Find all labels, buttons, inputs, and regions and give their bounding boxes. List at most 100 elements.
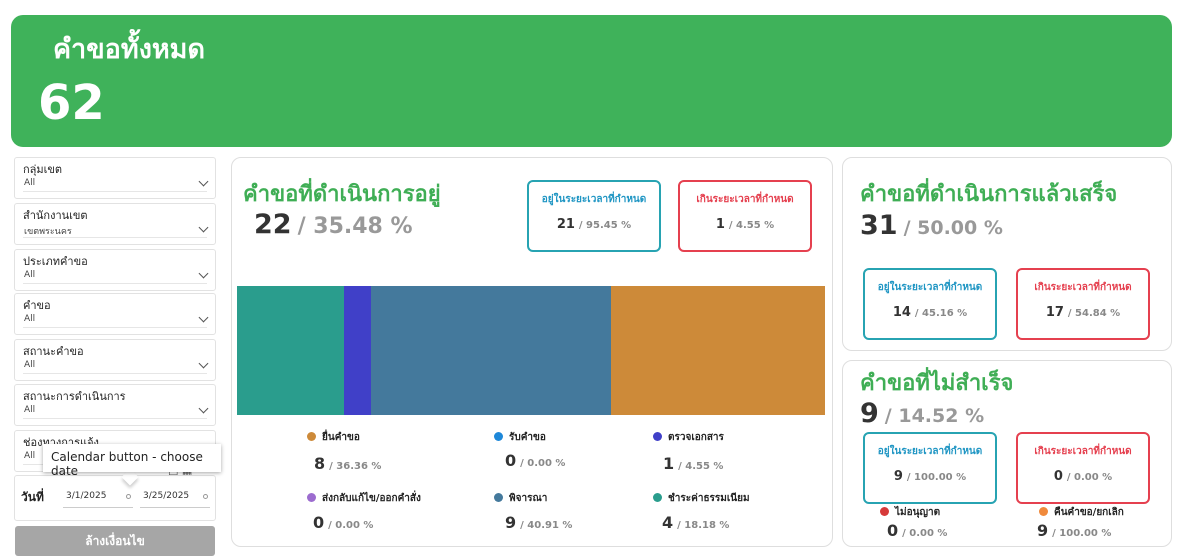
legend-count: 9 — [505, 513, 517, 532]
filter-value: All — [24, 178, 36, 188]
legend-dot — [1039, 507, 1048, 516]
status-label: อยู่ในระยะเวลาที่กำหนด — [541, 194, 647, 205]
legend-value: 1/ 4.55 % — [663, 454, 723, 473]
status-count: 9 — [893, 469, 903, 484]
legend-dot — [880, 507, 889, 516]
legend-count: 8 — [314, 454, 326, 473]
legend-pct: / 0.00 % — [902, 528, 948, 539]
chevron-down-icon[interactable] — [198, 403, 209, 414]
count-value: 22 — [254, 209, 292, 240]
legend-item: ส่งกลับแก้ไข/ออกคำสั่ง — [307, 491, 421, 506]
legend-label: ชำระค่าธรรมเนียม — [668, 493, 750, 504]
legend-dot — [494, 432, 503, 441]
legend-pct: / 4.55 % — [678, 461, 724, 472]
filter-underline — [23, 418, 207, 419]
in-progress-on-time[interactable]: อยู่ในระยะเวลาที่กำหนด 21/ 95.45 % — [527, 180, 661, 252]
legend-count: 0 — [313, 513, 325, 532]
bar-segment[interactable] — [611, 286, 825, 415]
filter-zone-group[interactable]: กลุ่มเขต All — [14, 157, 216, 199]
failed-title: คำขอที่ไม่สำเร็จ — [860, 371, 1014, 396]
filter-label: กลุ่มเขต — [23, 163, 63, 176]
chevron-down-icon[interactable] — [198, 358, 209, 369]
date-range-filter: วันที่ 3/1/2025 3/25/2025 — [14, 475, 216, 521]
calendar-icon[interactable] — [126, 494, 131, 499]
legend-dot — [307, 432, 316, 441]
start-date-input[interactable]: 3/1/2025 — [63, 488, 133, 508]
chevron-down-icon[interactable] — [198, 176, 209, 187]
total-requests-banner: คำขอทั้งหมด 62 — [11, 15, 1172, 147]
calendar-icon[interactable] — [203, 494, 208, 499]
end-date-input[interactable]: 3/25/2025 — [140, 488, 210, 508]
legend-value: 4/ 18.18 % — [662, 513, 729, 532]
start-date-value: 3/1/2025 — [66, 491, 107, 501]
legend-dot — [653, 432, 662, 441]
status-label: เกินระยะเวลาที่กำหนด — [696, 194, 794, 205]
bar-segment[interactable] — [343, 286, 371, 415]
status-count: 14 — [892, 305, 911, 320]
filter-underline — [23, 283, 207, 284]
completed-on-time[interactable]: อยู่ในระยะเวลาที่กำหนด 14/ 45.16 % — [863, 268, 997, 340]
status-pct: / 100.00 % — [906, 472, 967, 483]
count-value: 9 — [860, 398, 879, 429]
failed-count: 9/ 14.52 % — [860, 398, 984, 429]
status-count: 1 — [715, 217, 725, 232]
completed-count: 31/ 50.00 % — [860, 210, 1003, 241]
chevron-down-icon[interactable] — [198, 222, 209, 233]
failed-overdue[interactable]: เกินระยะเวลาที่กำหนด 0/ 0.00 % — [1016, 432, 1150, 504]
status-count: 17 — [1045, 305, 1064, 320]
bar-segment[interactable] — [370, 286, 612, 415]
process-stage-bar-chart — [237, 286, 825, 415]
legend-value: 0/ 0.00 % — [313, 513, 373, 532]
legend-count: 4 — [662, 513, 674, 532]
legend-value: 9/ 100.00 % — [1037, 521, 1111, 540]
count-pct: / 35.48 % — [297, 214, 413, 239]
filter-label: คำขอ — [23, 299, 51, 312]
legend-pct: / 18.18 % — [677, 520, 730, 531]
filter-underline — [23, 373, 207, 374]
in-progress-overdue[interactable]: เกินระยะเวลาที่กำหนด 1/ 4.55 % — [678, 180, 812, 252]
status-pct: / 95.45 % — [578, 220, 632, 231]
withdrawn-legend: คืนคำขอ/ยกเลิก — [1039, 505, 1124, 520]
legend-pct: / 36.36 % — [329, 461, 382, 472]
count-pct: / 14.52 % — [884, 405, 985, 427]
legend-count: 1 — [663, 454, 675, 473]
filter-value: เขตพระนคร — [24, 227, 72, 237]
banner-title: คำขอทั้งหมด — [53, 34, 206, 65]
legend-label: ส่งกลับแก้ไข/ออกคำสั่ง — [322, 493, 421, 504]
filter-underline — [23, 237, 207, 238]
legend-item: ชำระค่าธรรมเนียม — [653, 491, 750, 506]
chevron-down-icon[interactable] — [198, 312, 209, 323]
not-approved-legend: ไม่อนุญาต — [880, 505, 940, 520]
filter-request[interactable]: คำขอ All — [14, 293, 216, 335]
filter-request-status[interactable]: สถานะคำขอ All — [14, 339, 216, 381]
filter-label: สถานะการดำเนินการ — [23, 390, 126, 403]
status-label: เกินระยะเวลาที่กำหนด — [1034, 446, 1132, 457]
legend-label: คืนคำขอ/ยกเลิก — [1054, 507, 1124, 518]
bar-segment[interactable] — [237, 286, 344, 415]
filter-request-type[interactable]: ประเภทคำขอ All — [14, 249, 216, 291]
completed-overdue[interactable]: เกินระยะเวลาที่กำหนด 17/ 54.84 % — [1016, 268, 1150, 340]
filter-value: All — [24, 360, 36, 370]
failed-on-time[interactable]: อยู่ในระยะเวลาที่กำหนด 9/ 100.00 % — [863, 432, 997, 504]
count-pct: / 50.00 % — [903, 217, 1003, 239]
legend-value: 0/ 0.00 % — [887, 521, 947, 540]
legend-count: 0 — [505, 451, 517, 470]
legend-pct: / 100.00 % — [1052, 528, 1112, 539]
filter-value: All — [24, 314, 36, 324]
reset-filters-button[interactable]: ล้างเงื่อนไข — [15, 526, 215, 556]
in-progress-title: คำขอที่ดำเนินการอยู่ — [243, 182, 441, 207]
legend-label: ไม่อนุญาต — [895, 507, 941, 518]
legend-dot — [494, 493, 503, 502]
legend-value: 8/ 36.36 % — [314, 454, 381, 473]
filter-underline — [23, 191, 207, 192]
completed-title: คำขอที่ดำเนินการแล้วเสร็จ — [860, 182, 1118, 207]
chevron-down-icon[interactable] — [198, 268, 209, 279]
legend-count: 9 — [1037, 521, 1049, 540]
legend-label: พิจารณา — [509, 493, 548, 504]
filter-label: สำนักงานเขต — [23, 209, 88, 222]
banner-total: 62 — [38, 75, 105, 131]
in-progress-count: 22/ 35.48 % — [254, 209, 413, 240]
filter-district-office[interactable]: สำนักงานเขต เขตพระนคร — [14, 203, 216, 245]
filter-process-status[interactable]: สถานะการดำเนินการ All — [14, 384, 216, 426]
status-count: 0 — [1053, 469, 1063, 484]
